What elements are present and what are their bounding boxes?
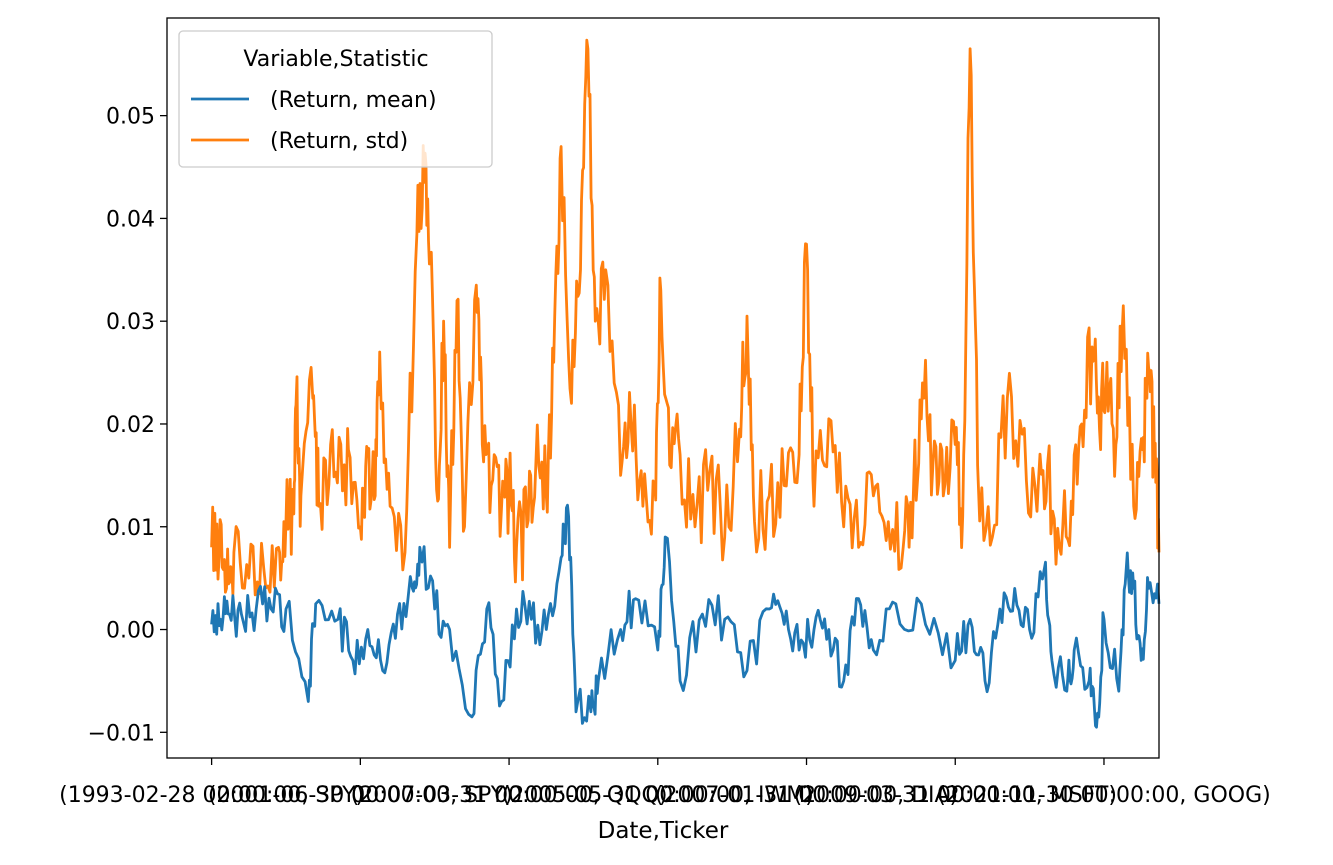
x-tick-label: (2007-01-31 00:00:00, DIA)	[655, 783, 958, 808]
series-line-return-mean	[210, 503, 1161, 729]
legend-box	[178, 30, 493, 168]
x-tick-label: (2005-05-31 00:00:00, IWM)	[502, 783, 814, 808]
legend-entry-mean: (Return, mean)	[270, 88, 437, 113]
y-tick-label: 0.03	[106, 310, 155, 335]
series-layer	[210, 38, 1161, 729]
x-tick-label: (2009-03-31 00:00:00, MSFT)	[794, 783, 1117, 808]
plot-area-frame	[166, 17, 1160, 759]
legend-entry-std: (Return, std)	[270, 129, 408, 154]
x-tick-label: (2007-03-31 00:00:00, QQQ)	[351, 783, 668, 808]
x-axis: (1993-02-28 00:00:00, SPY)(2001-06-30 00…	[59, 758, 1271, 808]
series-line-return-std	[210, 38, 1161, 597]
x-axis-label: Date,Ticker	[598, 818, 729, 844]
legend-title: Variable,Statistic	[243, 47, 428, 72]
y-tick-label: −0.01	[88, 721, 155, 746]
y-tick-label: 0.04	[106, 207, 155, 232]
y-tick-label: 0.02	[106, 413, 155, 438]
x-tick-label: (1993-02-28 00:00:00, SPY)	[59, 783, 364, 808]
y-axis: −0.01 0.00 0.01 0.02 0.03 0.04 0.05	[88, 105, 167, 746]
x-tick-label: (2001-06-30 00:00:00, SPY)	[208, 783, 513, 808]
y-tick-label: 0.00	[106, 619, 155, 644]
legend: Variable,Statistic (Return, mean) (Retur…	[178, 30, 493, 168]
x-tick-label: (2021-11-30 00:00:00, GOOG)	[937, 783, 1271, 808]
y-tick-label: 0.05	[106, 105, 155, 130]
y-tick-label: 0.01	[106, 516, 155, 541]
